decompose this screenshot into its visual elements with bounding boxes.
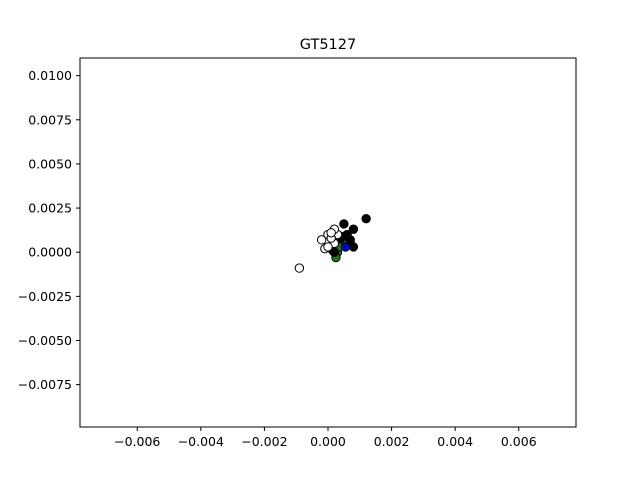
x-tick-label: −0.006 [114,434,160,449]
x-tick-label: −0.004 [178,434,224,449]
y-tick-label: 0.0000 [28,245,72,260]
data-point [340,242,351,252]
x-tick-label: 0.006 [501,434,537,449]
x-axis-ticks: −0.006 −0.004 −0.002 0.000 0.002 0.004 0.006 [114,427,537,449]
y-tick-label: −0.0050 [18,333,72,348]
y-tick-label: −0.0025 [18,289,72,304]
x-tick-label: 0.000 [310,434,346,449]
data-point [316,235,327,245]
points-layer [294,213,371,273]
data-point [361,213,371,224]
y-axis-ticks: 0.0100 0.0075 0.0050 0.0025 0.0000 −0.0025 −0.… [18,68,80,392]
plot-frame [79,57,577,428]
data-point [326,228,336,238]
y-tick-label: 0.0075 [28,112,72,127]
y-tick-label: 0.0100 [28,68,72,83]
x-tick-label: 0.002 [374,434,410,449]
data-point [348,224,359,234]
y-tick-label: 0.0025 [28,201,72,216]
y-tick-label: 0.0050 [28,156,72,171]
chart-title: GT5127 [300,37,356,53]
data-point [323,242,333,252]
y-tick-label: −0.0075 [18,377,72,392]
data-point [294,263,305,273]
x-tick-label: −0.002 [241,434,287,449]
data-point [339,219,349,229]
x-tick-label: 0.004 [437,434,473,449]
